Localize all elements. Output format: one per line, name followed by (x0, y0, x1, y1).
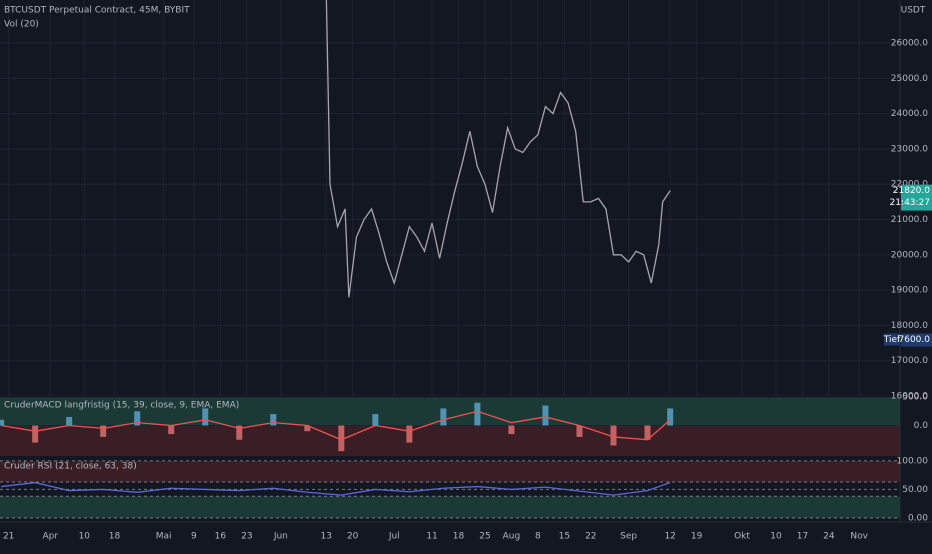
macd-bar (168, 425, 175, 435)
rsi-pane (0, 460, 900, 519)
macd-pane (0, 397, 900, 456)
countdown: 21:43:27 (890, 198, 930, 208)
x-tick-label: 11 (426, 532, 437, 542)
x-tick-label: 19 (691, 532, 703, 542)
macd-title: CruderMACD langfristig (15, 39, close, 9… (4, 401, 239, 411)
x-tick-label: Aug (503, 532, 521, 542)
overbought-zone (0, 460, 900, 482)
x-tick-label: 24 (823, 532, 835, 542)
axis-unit: USDT (901, 6, 926, 16)
macd-bar (0, 419, 5, 426)
y-tick-label: 19000.0 (891, 286, 928, 296)
macd-bar (508, 425, 515, 435)
x-tick-label: 25 (479, 532, 490, 542)
x-tick-label: Jun (273, 532, 288, 542)
macd-bar (474, 402, 481, 426)
x-tick-label: Okt (734, 532, 750, 542)
x-tick-label: Nov (850, 532, 868, 542)
x-tick-label: 9 (191, 532, 197, 542)
macd-bar (576, 425, 583, 437)
y-tick-label: 25000.0 (891, 74, 928, 84)
chart-title: BTCUSDT Perpetual Contract, 45M, BYBIT (4, 6, 190, 16)
y-tick-label: 16000.0 (891, 392, 928, 402)
x-tick-label: 18 (453, 532, 465, 542)
macd-bar (304, 425, 311, 432)
macd-bar (406, 425, 413, 443)
macd-bar (372, 414, 379, 426)
x-tick-label: Sep (620, 532, 637, 542)
x-tick-label: 13 (320, 532, 331, 542)
x-tick-label: 16 (215, 532, 227, 542)
oversold-zone (0, 496, 900, 518)
y-tick-label: 17000.0 (891, 356, 928, 366)
price-label-box (901, 333, 932, 347)
low-tag-box (884, 333, 900, 346)
macd-bar (542, 405, 549, 426)
x-tick-label: 20 (347, 532, 359, 542)
x-tick-label: 18 (109, 532, 121, 542)
x-tick-label: 10 (770, 532, 782, 542)
macd-bar (100, 425, 107, 437)
y-tick-label: 23000.0 (891, 144, 928, 154)
x-tick-label: 22 (585, 532, 596, 542)
y-tick-label: 0.00 (908, 514, 928, 524)
signal-line (1, 410, 671, 441)
macd-bar (134, 411, 141, 426)
x-tick-label: 21 (3, 532, 14, 542)
macd-bar (440, 408, 447, 426)
price-pane (0, 0, 900, 396)
y-tick-label: 50.00 (902, 485, 928, 495)
y-tick-label: 18000.0 (891, 321, 928, 331)
rsi-title: Cruder RSI (21, close, 63, 38) (4, 462, 137, 472)
x-tick-label: 12 (664, 532, 675, 542)
y-tick-label: 0.0 (914, 421, 929, 431)
macd-bar (338, 425, 345, 452)
x-tick-label: 10 (79, 532, 91, 542)
bear-zone (0, 425, 900, 456)
volume-label: Vol (20) (4, 20, 39, 30)
x-tick-label: 8 (535, 532, 541, 542)
macd-bar (32, 425, 39, 443)
macd-bar (270, 414, 277, 426)
macd-bar (66, 416, 73, 426)
y-tick-label: 20000.0 (891, 250, 928, 260)
x-tick-label: 17 (797, 532, 808, 542)
price-line (325, 0, 671, 298)
bull-zone (0, 397, 900, 426)
macd-bar (644, 425, 651, 440)
x-tick-label: Jul (388, 532, 400, 542)
macd-bar (236, 425, 243, 440)
price-line (1, 481, 671, 496)
macd-bar (202, 408, 209, 426)
price-label: 21820.0 (893, 186, 930, 196)
x-tick-label: Apr (42, 532, 58, 542)
macd-bar (610, 425, 617, 446)
x-tick-label: 23 (241, 532, 252, 542)
x-tick-label: 15 (559, 532, 570, 542)
x-tick-label: Mai (156, 532, 172, 542)
low-tag: Tief (883, 335, 901, 345)
y-tick-label: 24000.0 (891, 109, 928, 119)
y-tick-label: 21000.0 (891, 215, 928, 225)
y-tick-label: 26000.0 (891, 39, 928, 49)
price-label: 17600.0 (893, 335, 930, 345)
y-tick-label: 500.0 (902, 393, 928, 403)
macd-bar (667, 408, 674, 426)
price-label-box (901, 184, 932, 211)
y-tick-label: 100.00 (897, 456, 929, 466)
